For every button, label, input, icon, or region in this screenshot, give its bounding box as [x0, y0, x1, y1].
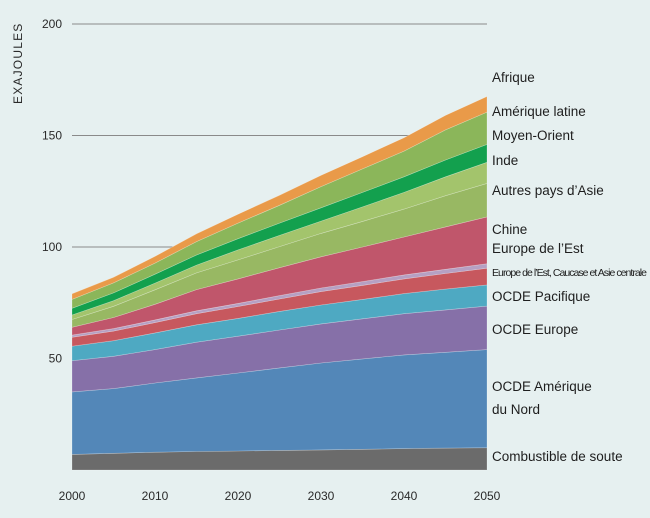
y-tick-150: 150	[42, 129, 62, 143]
series-label-8: OCDE Pacifique	[492, 289, 590, 304]
x-tick-2050: 2050	[474, 489, 501, 503]
x-tick-2040: 2040	[391, 489, 418, 503]
series-label-0: Afrique	[492, 70, 535, 85]
y-tick-50: 50	[49, 352, 63, 366]
x-tick-2000: 2000	[59, 489, 86, 503]
y-tick-100: 100	[42, 240, 62, 254]
x-tick-2030: 2030	[308, 489, 335, 503]
series-label-2: Moyen-Orient	[492, 128, 574, 143]
area-ocde-pacifique	[71, 284, 488, 362]
series-label-10: OCDE Amérique	[492, 379, 592, 394]
series-label-5: Chine	[492, 222, 527, 237]
series-label-3: Inde	[492, 153, 518, 168]
y-axis-ticks: 50 100 150 200	[42, 17, 62, 366]
series-label-7: Europe de l’Est, Caucase et Asie central…	[492, 267, 647, 279]
series-label-12: Combustible de soute	[492, 449, 623, 464]
area-ocde-amerique-du-nord	[71, 349, 488, 455]
area-autres-pays-d-asie	[71, 182, 488, 328]
area-europe-de-l-est	[71, 263, 488, 338]
series-labels: Afrique Amérique latine Moyen-Orient Inde Au…	[492, 70, 647, 464]
area-chine	[71, 216, 488, 336]
area-series	[71, 96, 488, 471]
series-label-6: Europe de l’Est	[492, 241, 584, 256]
series-label-9: OCDE Europe	[492, 322, 578, 337]
series-label-4: Autres pays d’Asie	[492, 183, 604, 198]
y-tick-200: 200	[42, 17, 62, 31]
area-afrique	[71, 96, 488, 300]
series-label-1: Amérique latine	[492, 104, 586, 119]
y-axis-label: EXAJOULES	[11, 23, 25, 105]
x-tick-2020: 2020	[225, 489, 252, 503]
series-label-11: du Nord	[492, 402, 540, 417]
x-axis-ticks: 2000 2010 2020 2030 2040 2050	[59, 489, 501, 503]
area-moyen-orient	[71, 143, 488, 316]
area-ocde-europe	[71, 305, 488, 393]
x-tick-2010: 2010	[142, 489, 169, 503]
